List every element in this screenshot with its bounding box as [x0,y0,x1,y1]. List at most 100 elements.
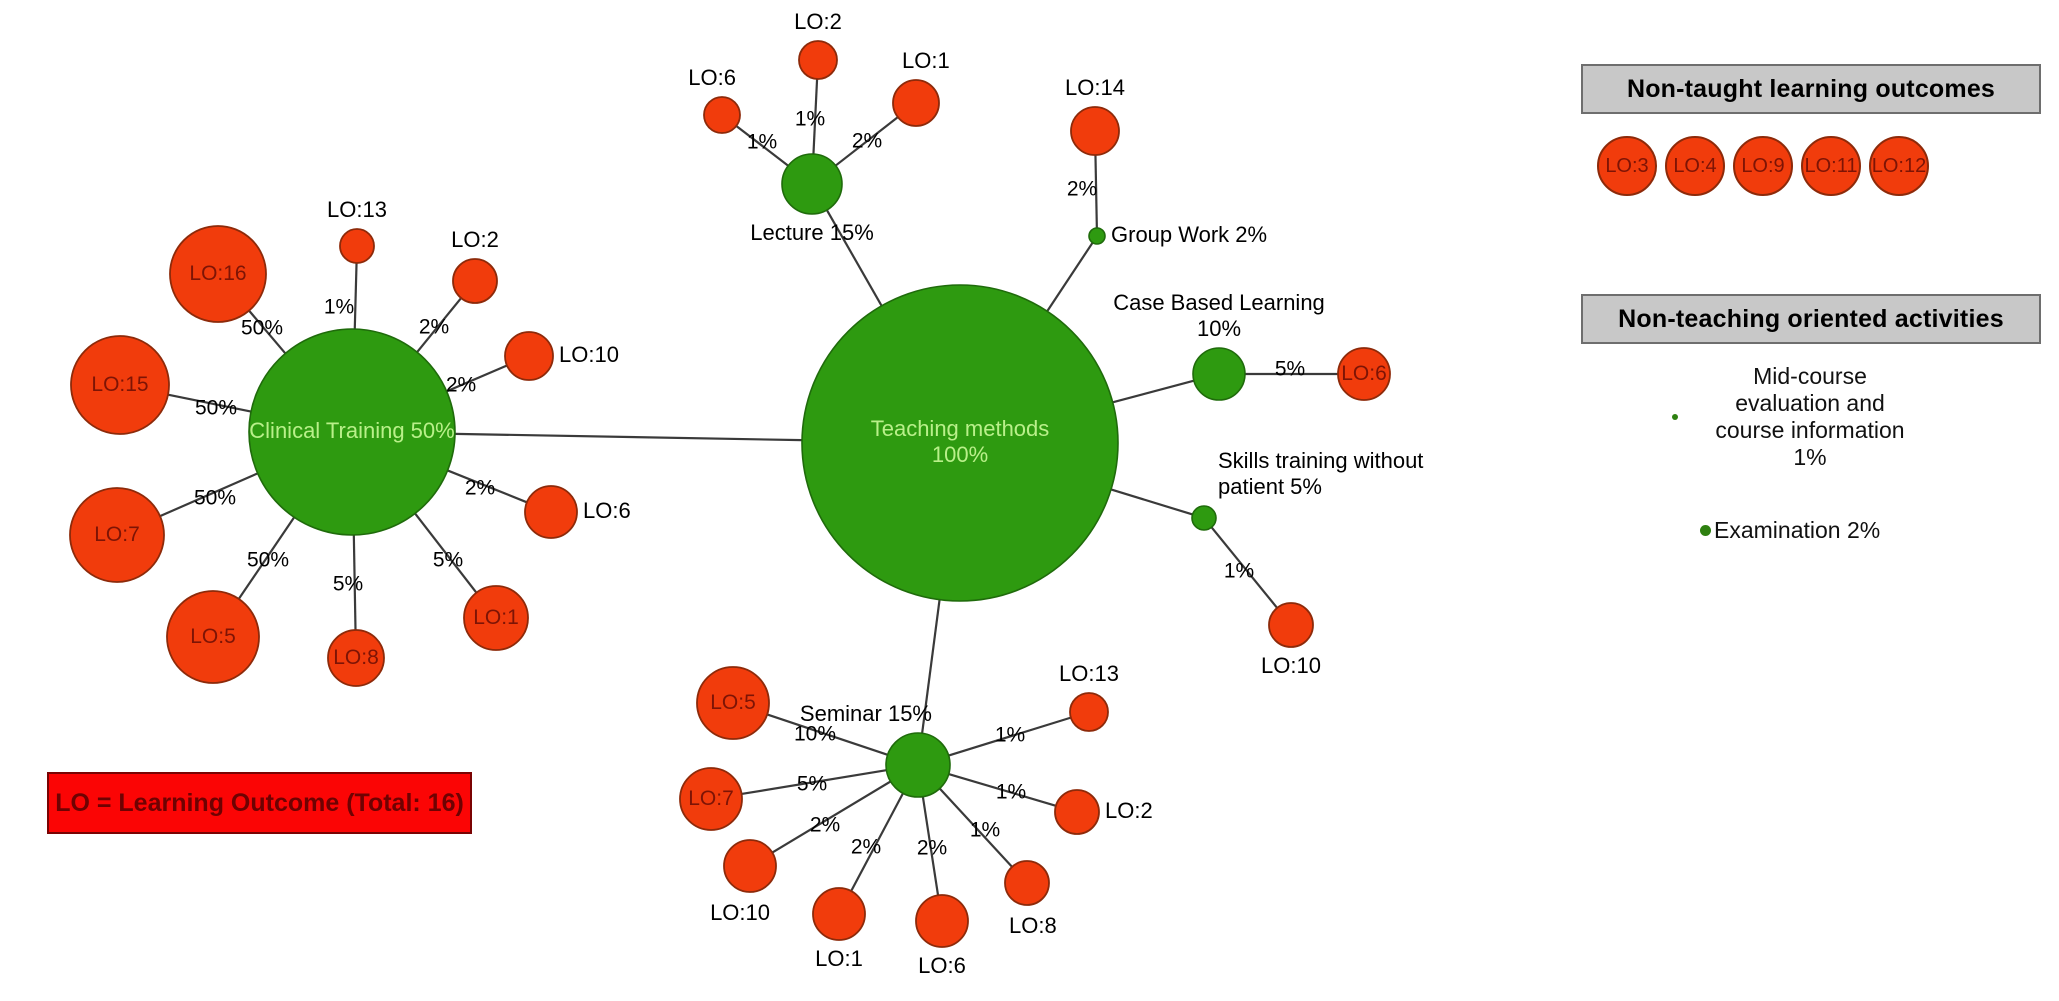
node-label-sk_lo10: LO:10 [1261,653,1321,678]
edge-weight-label: 5% [797,773,827,796]
node-sem_lo5[interactable] [696,666,770,740]
node-label-seminar: Seminar 15% [800,701,932,726]
node-sem_lo7[interactable] [679,767,743,831]
activity-dot-icon [1700,525,1711,536]
node-label-cl_lo7: LO:7 [94,523,140,546]
edge-weight-label: 5% [1275,358,1305,381]
nodes-layer [69,40,1391,948]
legend-lo-chip[interactable]: LO:11 [1801,136,1861,196]
node-label-lec_lo1: LO:1 [902,48,950,73]
node-lec_lo6[interactable] [703,96,741,134]
edge-weight-label: 2% [851,836,881,859]
node-label-cl_lo10: LO:10 [559,342,619,367]
node-cbl[interactable] [1192,347,1246,401]
node-gw_lo14[interactable] [1070,106,1120,156]
node-label-cl_lo5: LO:5 [190,625,236,648]
node-label-cl_lo15: LO:15 [91,373,148,396]
node-label-cbl_lo6: LO:6 [1341,362,1387,385]
edge-seminar-to-sem_lo2 [948,773,1057,807]
edge-groupwork-to-gw_lo14 [1094,154,1098,229]
node-sem_lo13[interactable] [1069,692,1109,732]
edge-weight-label: 2% [917,837,947,860]
edge-clinical-to-cl_lo13 [353,262,358,330]
node-groupwork[interactable] [1088,227,1106,245]
legend-lo-chip[interactable]: LO:4 [1665,136,1725,196]
legend-non-teaching-title: Non-teaching oriented activities [1618,304,2004,333]
node-cl_lo7[interactable] [69,487,165,583]
edge-teaching-to-skills [1110,488,1193,516]
node-lecture[interactable] [781,153,843,215]
node-sem_lo8[interactable] [1004,860,1050,906]
node-cl_lo13[interactable] [339,228,375,264]
node-label-sem_lo7: LO:7 [688,787,734,810]
node-teaching[interactable] [801,284,1119,602]
edge-lecture-to-lec_lo6 [735,125,789,167]
edge-weight-label: 5% [433,549,463,572]
node-cl_lo1[interactable] [463,585,529,651]
edge-seminar-to-sem_lo6 [921,796,940,896]
node-lec_lo1[interactable] [892,79,940,127]
legend-lo-chip[interactable]: LO:12 [1869,136,1929,196]
legend-non-taught-header: Non-taught learning outcomes [1581,64,2041,114]
edge-teaching-to-cbl [1112,379,1195,404]
node-sem_lo1[interactable] [812,887,866,941]
activity-dot-icon [1672,414,1678,420]
legend-lo-chip[interactable]: LO:3 [1597,136,1657,196]
edge-weight-label: 1% [795,108,825,131]
node-cl_lo10[interactable] [504,331,554,381]
edge-lecture-to-lec_lo2 [812,78,819,155]
edge-seminar-to-sem_lo13 [948,716,1072,757]
edge-seminar-to-sem_lo1 [850,792,904,892]
edge-weight-label: 5% [333,573,363,596]
edge-teaching-to-seminar [921,599,941,734]
node-label-sem_lo5: LO:5 [710,691,756,714]
node-cbl_lo6[interactable] [1337,347,1391,401]
activity-label: Examination 2% [1714,517,1881,543]
edge-weight-label: 50% [241,317,283,340]
node-clinical[interactable] [248,328,456,536]
node-cl_lo2[interactable] [452,258,498,304]
node-label-sem_lo13: LO:13 [1059,661,1119,686]
node-label-sem_lo6: LO:6 [918,953,966,978]
edge-weight-label: 2% [446,374,476,397]
edge-teaching-to-clinical [454,432,803,442]
node-label-clinical: Clinical Training 50% [249,418,454,443]
node-label-sem_lo2: LO:2 [1105,798,1153,823]
node-label-sem_lo8: LO:8 [1009,913,1057,938]
legend-non-taught-title: Non-taught learning outcomes [1626,74,1996,103]
edge-weight-label: 2% [419,316,449,339]
legend-non-taught-chip-row: LO:3 LO:4 LO:9 LO:11 LO:12 [1597,136,1929,196]
edge-clinical-to-cl_lo8 [352,534,357,631]
node-sem_lo2[interactable] [1054,789,1100,835]
edge-clinical-to-cl_lo2 [416,297,462,353]
node-lec_lo2[interactable] [798,40,838,80]
node-sem_lo10[interactable] [723,839,777,893]
edge-clinical-to-cl_lo6 [447,469,528,504]
node-cl_lo16[interactable] [169,225,267,323]
edge-weight-label: 50% [247,549,289,572]
edge-seminar-to-sem_lo8 [938,787,1013,868]
node-label-cl_lo1: LO:1 [473,606,519,629]
edge-weight-label: 50% [194,487,236,510]
node-label-lec_lo6: LO:6 [688,65,736,90]
edge-weight-label: 1% [747,131,777,154]
node-label-skills: Skills training without patient 5% [1218,448,1423,499]
node-skills[interactable] [1191,505,1217,531]
edge-teaching-to-groupwork [1046,242,1094,312]
node-cl_lo8[interactable] [327,629,385,687]
legend-lo-chip[interactable]: LO:9 [1733,136,1793,196]
edge-clinical-to-cl_lo5 [237,516,296,600]
node-cl_lo5[interactable] [166,590,260,684]
node-label-cbl: Case Based Learning 10% [1113,290,1325,341]
node-sk_lo10[interactable] [1268,602,1314,648]
node-sem_lo6[interactable] [915,894,969,948]
node-cl_lo6[interactable] [524,485,578,539]
node-label-cl_lo16: LO:16 [189,262,246,285]
node-label-lecture: Lecture 15% [750,220,874,245]
node-cl_lo15[interactable] [70,335,170,435]
node-seminar[interactable] [885,732,951,798]
edge-weight-label: 2% [465,477,495,500]
edge-clinical-to-cl_lo15 [167,393,252,413]
